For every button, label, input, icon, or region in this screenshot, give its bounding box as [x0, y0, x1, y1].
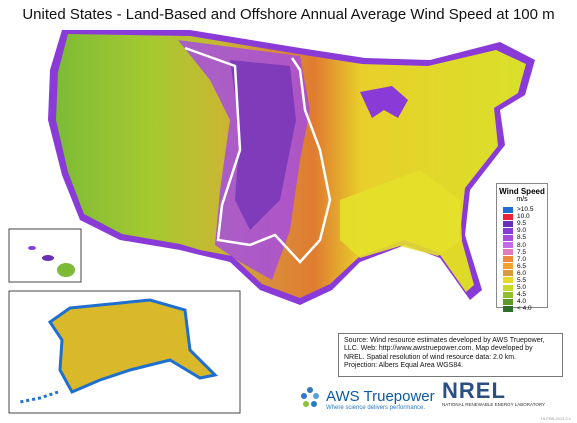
source-line: LLC. Web: http://www.awstruepower.com. M… — [344, 345, 533, 353]
nrel-subtitle: NATIONAL RENEWABLE ENERGY LABORATORY — [442, 402, 546, 407]
legend-label: 4.5 — [517, 291, 527, 299]
legend-label: 8.0 — [517, 241, 527, 249]
legend-item: 7.0 — [497, 256, 547, 263]
legend-swatch — [503, 220, 513, 227]
legend-item: 4.0 — [497, 298, 547, 305]
legend-swatch — [503, 206, 513, 213]
aws-tagline: Where science delivers performance. — [326, 405, 426, 411]
hawaii-island-big — [57, 263, 75, 277]
legend-item: 5.0 — [497, 284, 547, 291]
legend-item: 10.0 — [497, 213, 547, 220]
aws-brand-name: AWS Truepower — [326, 388, 435, 405]
footer-code: 19-FEB-2013 2.1 — [540, 416, 571, 421]
legend-label: 6.5 — [517, 262, 527, 270]
legend-item: 9.0 — [497, 227, 547, 234]
legend-title: Wind Speed — [499, 187, 545, 196]
aws-truepower-logo: AWS Truepower Where science delivers per… — [296, 384, 435, 414]
aleutian-chain — [19, 390, 59, 404]
legend-item: 9.5 — [497, 220, 547, 227]
legend-swatch — [503, 242, 513, 249]
legend-unit: m/s — [516, 196, 528, 203]
legend-label: 6.0 — [517, 269, 527, 277]
legend-swatch — [503, 249, 513, 256]
alaska-land — [47, 298, 219, 394]
nrel-name: NREL — [442, 378, 506, 403]
southeast-low-wind — [340, 170, 462, 258]
legend-swatch — [503, 291, 513, 298]
legend-swatch — [503, 284, 513, 291]
legend-swatch — [503, 227, 513, 234]
legend-item: 6.0 — [497, 270, 547, 277]
legend-label: 9.5 — [517, 220, 527, 228]
legend-label: 5.0 — [517, 284, 527, 292]
legend-label: 9.0 — [517, 227, 527, 235]
legend-swatch — [503, 213, 513, 220]
legend-label: 8.5 — [517, 234, 527, 242]
legend-swatch — [503, 234, 513, 241]
legend-label: 10.0 — [517, 213, 530, 221]
plains-core — [230, 60, 296, 230]
aws-logo-icon — [301, 387, 319, 407]
legend-item: 5.5 — [497, 277, 547, 284]
legend-swatch — [503, 298, 513, 305]
legend-item: 6.5 — [497, 263, 547, 270]
legend-item: 4.5 — [497, 291, 547, 298]
nrel-logo: NREL NATIONAL RENEWABLE ENERGY LABORATOR… — [442, 378, 546, 408]
source-note: Source: Wind resource estimates develope… — [338, 333, 563, 377]
legend-item: < 4.0 — [497, 305, 547, 312]
source-line: Projection: Albers Equal Area WGS84. — [344, 361, 464, 369]
legend-item: 8.0 — [497, 241, 547, 249]
plains-state-boundary — [184, 46, 332, 264]
legend-item: >10.5 — [497, 206, 547, 213]
legend-swatch — [503, 263, 513, 270]
legend-label: 7.5 — [517, 248, 527, 256]
legend-swatch — [503, 305, 513, 312]
source-line: Source: Wind resource estimates develope… — [344, 337, 545, 344]
legend-label: < 4.0 — [517, 305, 532, 313]
hawaii-islands — [28, 246, 36, 250]
source-line: NREL. Spatial resolution of wind resourc… — [344, 353, 516, 361]
legend-item: 8.5 — [497, 234, 547, 241]
legend-label: 4.0 — [517, 298, 527, 306]
legend-label: 5.5 — [517, 276, 527, 284]
legend-swatch — [503, 256, 513, 263]
legend-item: 7.5 — [497, 249, 547, 256]
legend-label: >10.5 — [517, 206, 534, 214]
wind-speed-legend: Wind Speed m/s >10.5 10.0 9.5 9.0 8.5 8.0 7.5 7… — [496, 183, 548, 312]
legend-swatch — [503, 270, 513, 277]
great-lakes — [360, 86, 408, 118]
legend-swatch — [503, 277, 513, 284]
legend-label: 7.0 — [517, 255, 527, 263]
map-title: United States - Land-Based and Offshore … — [22, 6, 555, 23]
hawaii-island-maui — [42, 255, 54, 261]
legend-rows: >10.5 10.0 9.5 9.0 8.5 8.0 7.5 7.0 6.5 6.0 5.5 5.0 4… — [497, 206, 547, 312]
